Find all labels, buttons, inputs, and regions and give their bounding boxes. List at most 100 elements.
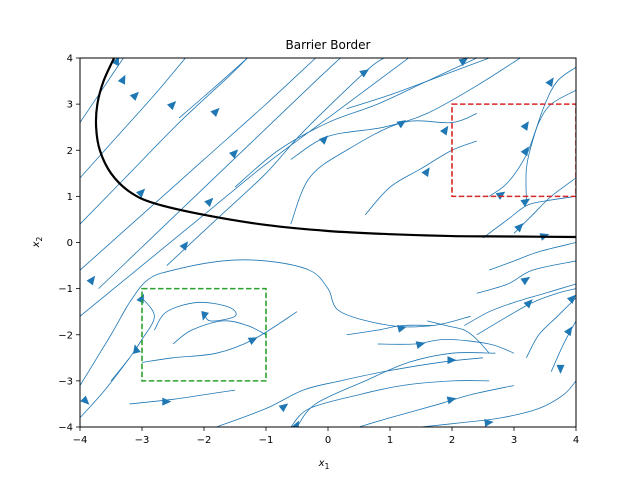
streamline — [346, 324, 434, 336]
streamline — [464, 283, 576, 326]
stream-arrow — [397, 325, 407, 333]
stream-arrow — [86, 275, 96, 286]
x-tick-label: 0 — [325, 435, 331, 446]
stream-arrow — [458, 58, 469, 67]
y-tick-label: −4 — [58, 423, 73, 434]
x-tick-label: 2 — [449, 435, 455, 446]
streamline — [377, 338, 515, 354]
streamline — [154, 301, 237, 331]
streamline — [550, 320, 576, 372]
y-axis-label-subscript: 2 — [35, 236, 44, 241]
stream-arrow — [179, 241, 189, 251]
x-tick-label: −2 — [197, 435, 212, 446]
streamline — [525, 66, 576, 201]
stream-arrow — [133, 344, 141, 354]
y-axis-label-base: x — [31, 241, 42, 248]
streamline — [364, 140, 477, 216]
streamline — [80, 58, 124, 123]
streamline — [141, 311, 298, 363]
x-tick-label: 4 — [573, 435, 579, 446]
streamline — [80, 58, 316, 271]
streamline — [80, 58, 248, 225]
x-axis-label-subscript: 1 — [325, 462, 330, 471]
y-tick-label: 4 — [67, 54, 73, 65]
stream-arrow — [210, 107, 220, 118]
y-tick-label: 1 — [67, 192, 73, 203]
stream-arrow — [396, 120, 407, 129]
stream-arrow — [111, 58, 120, 67]
stream-arrow — [117, 74, 126, 85]
x-axis-label: x1 — [318, 458, 330, 471]
streamline — [80, 259, 471, 386]
stream-arrow — [166, 100, 177, 111]
streamline — [80, 58, 186, 179]
stream-arrow — [415, 341, 426, 349]
streamline — [234, 58, 477, 188]
streamline — [296, 352, 496, 427]
plot-area — [80, 58, 576, 427]
streamline — [178, 58, 248, 119]
streamline — [476, 288, 576, 336]
y-axis-ticks: −4 −3 −2 −1 0 1 2 3 4 — [58, 54, 80, 434]
streamline — [346, 58, 490, 110]
stream-arrow — [520, 198, 531, 207]
streamline — [80, 357, 130, 419]
stream-arrow — [204, 197, 214, 207]
x-tick-label: −4 — [73, 435, 88, 446]
streamline — [358, 385, 515, 427]
x-tick-label: 3 — [511, 435, 517, 446]
stream-arrow — [421, 167, 430, 177]
stream-arrow — [545, 77, 554, 88]
streamline — [526, 297, 576, 358]
stream-arrow — [556, 364, 565, 374]
stream-arrow — [484, 418, 494, 427]
y-tick-label: −1 — [58, 284, 73, 295]
stream-arrow — [278, 403, 289, 413]
axes-frame — [79, 57, 577, 428]
stream-arrow — [447, 356, 457, 365]
y-tick-label: −2 — [58, 330, 73, 341]
x-tick-label: 1 — [387, 435, 393, 446]
initial-region-box — [141, 287, 267, 382]
unsafe-region-box — [451, 103, 576, 198]
barrier-curve — [94, 58, 576, 239]
chart-title: Barrier Border — [286, 38, 371, 52]
stream-arrow — [291, 420, 300, 427]
streamline — [427, 320, 490, 354]
y-tick-label: −3 — [58, 376, 73, 387]
streamline — [80, 58, 409, 317]
stream-arrow — [563, 326, 573, 337]
stream-arrow — [566, 294, 576, 304]
stream-arrow — [520, 121, 529, 131]
stream-arrow — [80, 395, 90, 405]
stream-arrow — [520, 276, 531, 286]
stream-arrow — [318, 135, 329, 145]
y-tick-label: 0 — [67, 238, 73, 249]
y-tick-label: 3 — [67, 100, 73, 111]
y-axis-label: x2 — [31, 236, 44, 248]
stream-arrow — [162, 397, 172, 406]
stream-arrow — [247, 337, 258, 345]
stream-arrow — [135, 188, 146, 198]
stream-arrow — [523, 299, 533, 309]
stream-arrow — [514, 223, 524, 233]
streamline — [172, 320, 267, 345]
x-tick-label: −3 — [135, 435, 150, 446]
stream-arrow — [520, 146, 529, 157]
x-tick-label: −1 — [259, 435, 274, 446]
streamline — [476, 260, 576, 294]
streamline — [129, 389, 236, 405]
stream-arrow — [129, 91, 139, 101]
streamline — [98, 58, 341, 289]
streamline — [488, 89, 576, 197]
streamline — [482, 195, 576, 239]
stream-arrow — [228, 149, 239, 159]
stream-arrow — [359, 69, 369, 78]
streamline — [290, 112, 477, 225]
streamline — [420, 380, 576, 427]
x-axis-ticks: −4 −3 −2 −1 0 1 2 3 4 — [73, 427, 579, 446]
streamline — [216, 357, 484, 427]
